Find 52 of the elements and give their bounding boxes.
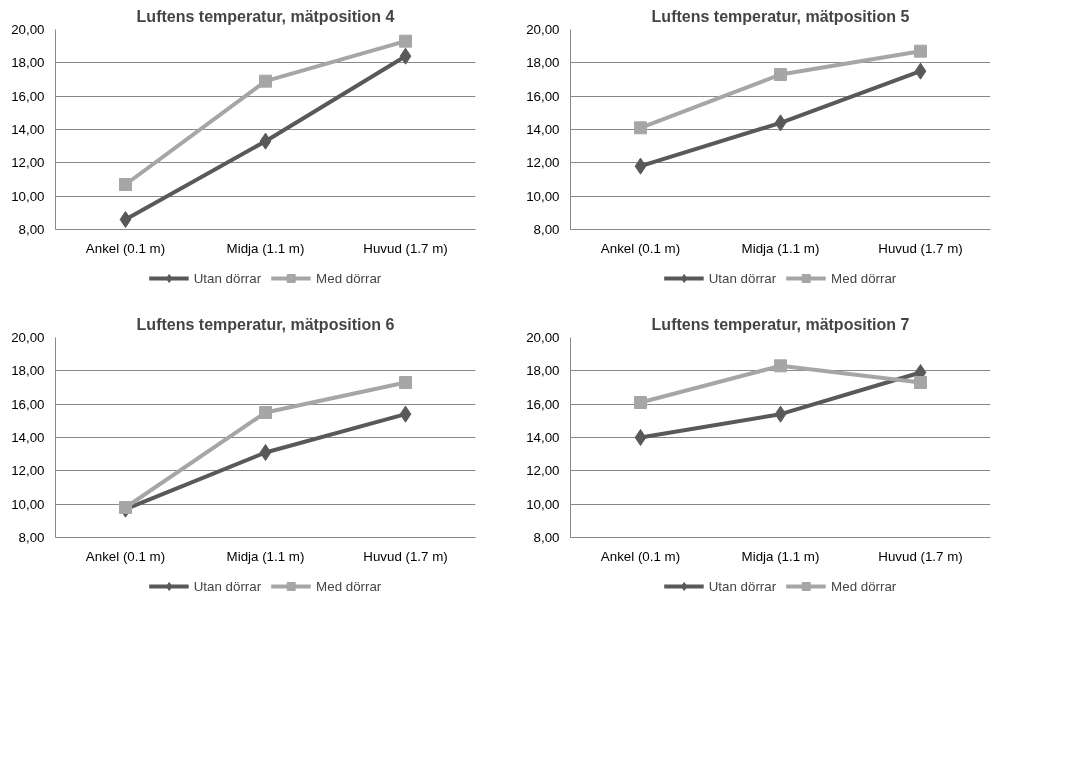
x-tick-label: Midja (1.1 m)	[226, 548, 305, 564]
y-tick-label: 14,00	[526, 430, 560, 445]
x-tick-label: Huvud (1.7 m)	[878, 548, 963, 564]
y-tick-label: 12,00	[526, 463, 560, 479]
legend-label: Utan dörrar	[708, 578, 777, 594]
y-tick-label: 20,00	[526, 330, 560, 345]
y-tick-label: 10,00	[526, 496, 560, 512]
legend-label: Utan dörrar	[193, 270, 262, 286]
y-tick-label: 18,00	[526, 363, 560, 379]
x-tick-label: Midja (1.1 m)	[741, 548, 820, 564]
y-tick-label: 16,00	[11, 88, 45, 104]
x-tick-label: Midja (1.1 m)	[741, 240, 820, 256]
x-tick-label: Huvud (1.7 m)	[363, 548, 448, 564]
y-tick-label: 12,00	[11, 155, 45, 171]
y-tick-label: 18,00	[526, 55, 560, 71]
x-tick-label: Huvud (1.7 m)	[363, 240, 448, 256]
y-tick-label: 20,00	[526, 22, 560, 37]
y-tick-label: 10,00	[11, 496, 45, 512]
chart-title: Luftens temperatur, mätposition 5	[651, 7, 910, 25]
y-tick-label: 10,00	[526, 188, 560, 204]
y-tick-label: 14,00	[11, 430, 45, 445]
x-tick-label: Ankel (0.1 m)	[600, 548, 681, 564]
y-tick-label: 20,00	[11, 330, 45, 345]
legend-label: Med dörrar	[316, 578, 382, 594]
y-tick-label: 12,00	[526, 155, 560, 171]
chart-title: Luftens temperatur, mätposition 4	[136, 7, 395, 25]
y-tick-label: 16,00	[526, 396, 560, 412]
y-tick-label: 10,00	[11, 188, 45, 204]
chart-title: Luftens temperatur, mätposition 7	[651, 315, 910, 333]
chart-title: Luftens temperatur, mätposition 6	[136, 315, 395, 333]
y-tick-label: 16,00	[11, 396, 45, 412]
y-tick-label: 20,00	[11, 22, 45, 37]
y-tick-label: 12,00	[11, 463, 45, 479]
x-tick-label: Ankel (0.1 m)	[600, 240, 681, 256]
y-tick-label: 8,00	[533, 530, 560, 545]
y-tick-label: 18,00	[11, 55, 45, 71]
y-tick-label: 14,00	[526, 122, 560, 137]
y-tick-label: 14,00	[11, 122, 45, 137]
y-tick-label: 8,00	[18, 530, 45, 545]
legend-label: Utan dörrar	[193, 578, 262, 594]
x-tick-label: Midja (1.1 m)	[226, 240, 305, 256]
legend-label: Utan dörrar	[708, 270, 777, 286]
y-tick-label: 8,00	[533, 222, 560, 237]
y-tick-label: 8,00	[18, 222, 45, 237]
y-tick-label: 16,00	[526, 88, 560, 104]
legend-label: Med dörrar	[831, 578, 897, 594]
legend-label: Med dörrar	[316, 270, 382, 286]
legend-label: Med dörrar	[831, 270, 897, 286]
y-tick-label: 18,00	[11, 363, 45, 379]
x-tick-label: Ankel (0.1 m)	[85, 240, 166, 256]
x-tick-label: Huvud (1.7 m)	[878, 240, 963, 256]
x-tick-label: Ankel (0.1 m)	[85, 548, 166, 564]
